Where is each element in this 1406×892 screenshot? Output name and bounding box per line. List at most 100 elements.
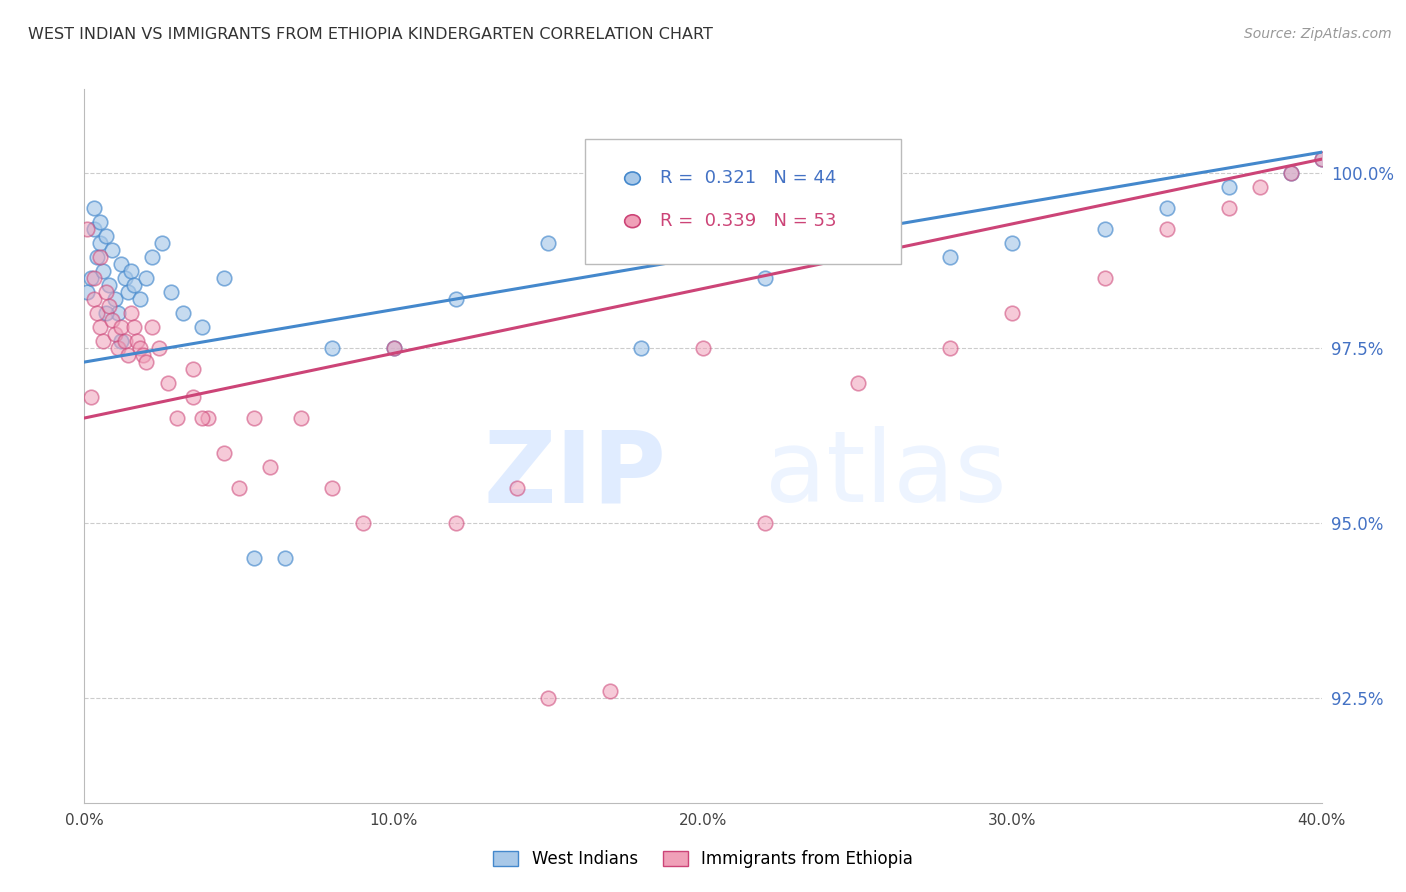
Point [444,516,467,530]
Point [76,285,98,299]
Ellipse shape [624,215,640,227]
Point [1001,306,1024,320]
Point [352,516,374,530]
Point [141,320,163,334]
FancyBboxPatch shape [585,139,901,264]
Point [86,306,108,320]
Point [148,341,170,355]
Point [110,320,132,334]
Point [98,278,121,293]
Point [506,481,529,495]
Point [125,334,148,348]
Point [117,285,139,299]
Point [101,243,124,257]
Point [243,550,266,565]
Point [1218,180,1240,194]
Point [129,292,152,306]
Point [83,201,105,215]
Point [156,376,179,390]
Point [107,306,129,320]
Point [191,320,214,334]
Point [104,292,127,306]
Point [79,390,101,404]
Point [1156,201,1178,215]
Point [94,285,117,299]
Point [630,341,652,355]
Point [228,481,250,495]
Point [1001,236,1024,251]
Point [114,334,136,348]
Point [382,341,405,355]
Point [939,250,962,264]
Point [79,271,101,285]
Point [114,271,136,285]
Legend: West Indians, Immigrants from Ethiopia: West Indians, Immigrants from Ethiopia [486,844,920,875]
Point [120,264,142,278]
Point [754,516,776,530]
Point [191,411,214,425]
Point [107,341,129,355]
Point [101,313,124,327]
Point [444,292,467,306]
Point [321,481,343,495]
Point [1094,271,1116,285]
Point [91,334,114,348]
Point [181,362,204,376]
Point [110,334,132,348]
Point [94,306,117,320]
Point [166,411,188,425]
Point [846,236,869,251]
Point [692,341,714,355]
Point [132,348,155,362]
Point [160,285,183,299]
Point [321,341,343,355]
Point [122,278,145,293]
Point [1279,166,1302,180]
Point [846,376,869,390]
Point [382,341,405,355]
Point [1156,222,1178,236]
Point [212,271,235,285]
Point [181,390,204,404]
Point [89,236,111,251]
Point [91,264,114,278]
Text: R =  0.321   N = 44: R = 0.321 N = 44 [659,169,837,187]
Point [86,250,108,264]
Point [1310,152,1333,166]
Point [89,215,111,229]
Point [1249,180,1271,194]
Point [141,250,163,264]
Point [212,446,235,460]
Point [89,320,111,334]
Point [172,306,194,320]
Point [117,348,139,362]
Point [1094,222,1116,236]
Point [83,271,105,285]
Point [135,271,157,285]
Point [537,236,560,251]
Point [98,299,121,313]
Ellipse shape [624,172,640,185]
Text: atlas: atlas [765,426,1007,523]
Point [110,257,132,271]
Point [150,236,173,251]
Point [537,690,560,705]
Point [274,550,297,565]
Text: Source: ZipAtlas.com: Source: ZipAtlas.com [1244,27,1392,41]
Point [1218,201,1240,215]
Point [94,229,117,244]
Point [135,355,157,369]
Point [197,411,219,425]
Point [89,250,111,264]
Point [939,341,962,355]
Point [129,341,152,355]
Point [120,306,142,320]
Point [1310,152,1333,166]
Point [76,222,98,236]
Text: ZIP: ZIP [484,426,666,523]
Point [122,320,145,334]
Point [599,684,621,698]
Point [243,411,266,425]
Point [259,460,281,475]
Point [1279,166,1302,180]
